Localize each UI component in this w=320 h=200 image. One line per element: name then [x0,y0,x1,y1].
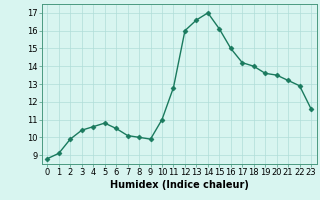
X-axis label: Humidex (Indice chaleur): Humidex (Indice chaleur) [110,180,249,190]
